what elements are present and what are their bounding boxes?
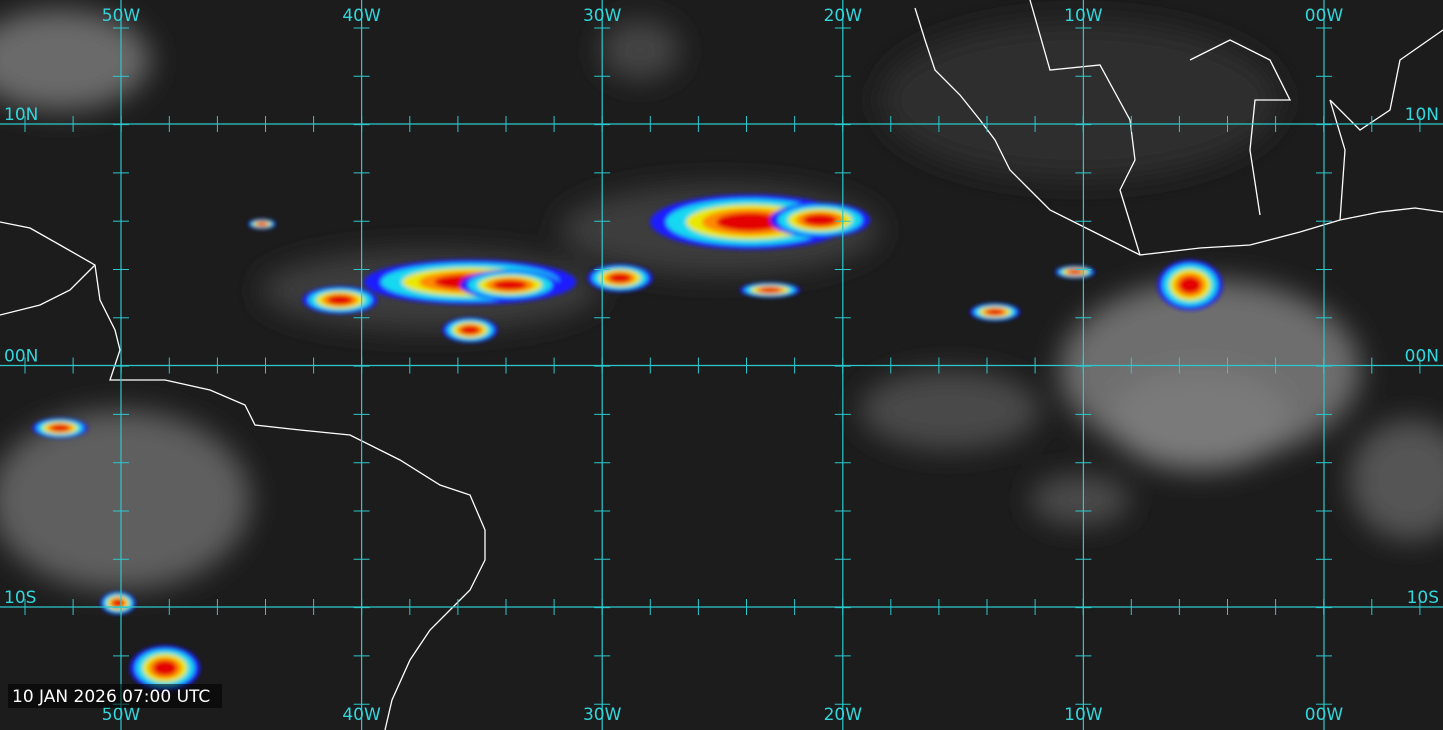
storm-cell <box>112 599 124 607</box>
longitude-label-bottom: 10W <box>1064 705 1103 725</box>
timestamp-background <box>8 684 222 708</box>
grid-labels: 50W 50W 40W 40W 30W 30W 20W 20W 10W 10W 00W 00W 10N 1… <box>4 6 1439 725</box>
storm-cell <box>609 273 631 283</box>
longitude-label-bottom: 20W <box>824 705 863 725</box>
latitude-label-left: 10S <box>4 588 36 608</box>
storm-cell <box>1179 276 1201 294</box>
storm-cell <box>716 212 784 232</box>
longitude-label-top: 50W <box>102 6 141 26</box>
storm-cell <box>493 279 527 291</box>
storm-cell <box>1068 269 1082 275</box>
longitude-label-bottom: 50W <box>102 705 141 725</box>
storm-cell <box>759 287 781 293</box>
storm-cell <box>153 660 177 676</box>
latitude-label-right: 10S <box>1407 588 1439 608</box>
longitude-label-top: 00W <box>1305 6 1344 26</box>
latitude-label-left: 00N <box>4 347 38 367</box>
longitude-label-top: 10W <box>1064 6 1103 26</box>
longitude-label-bottom: 00W <box>1305 705 1344 725</box>
storm-cell <box>460 325 480 335</box>
storm-cell <box>803 214 837 226</box>
storm-cell <box>50 424 70 432</box>
storm-cell <box>257 222 267 226</box>
timestamp: 10 JAN 2026 07:00 UTC <box>12 687 210 707</box>
longitude-label-bottom: 30W <box>583 705 622 725</box>
longitude-label-bottom: 40W <box>342 705 381 725</box>
storm-cell <box>327 295 353 305</box>
longitude-label-top: 30W <box>583 6 622 26</box>
storm-cell <box>986 309 1004 315</box>
latitude-label-right: 10N <box>1405 105 1439 125</box>
latitude-label-left: 10N <box>4 105 38 125</box>
latitude-label-right: 00N <box>1405 347 1439 367</box>
storm-cells <box>32 194 1223 691</box>
longitude-label-top: 20W <box>824 6 863 26</box>
longitude-label-top: 40W <box>342 6 381 26</box>
